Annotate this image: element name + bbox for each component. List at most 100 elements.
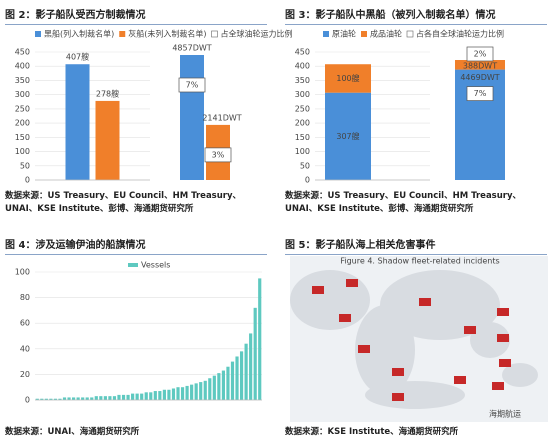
bar	[171, 388, 176, 400]
legend-swatch	[119, 31, 126, 37]
figure-source: 数据来源：US Treasury、EU Council、HM Treasury、…	[5, 191, 242, 214]
y-tick-label: 0	[25, 396, 30, 405]
value-label: 388DWT	[463, 61, 497, 70]
incident-marker	[497, 334, 509, 342]
bar	[194, 383, 198, 400]
bar	[253, 307, 257, 400]
share-label: 2%	[474, 50, 487, 59]
incident-marker	[497, 308, 509, 316]
bar	[140, 393, 144, 400]
bar	[81, 397, 85, 400]
y-tick-label: 450	[295, 48, 310, 57]
land	[380, 270, 500, 340]
y-tick-label: 150	[15, 133, 30, 142]
bar	[244, 343, 248, 400]
bar	[226, 366, 230, 400]
y-tick-label: 100	[295, 147, 310, 156]
bar-segment	[455, 69, 505, 180]
bar	[72, 397, 76, 400]
value-label: 4469DWT	[460, 73, 499, 82]
incident-marker	[454, 376, 466, 384]
y-tick-label: 40	[20, 344, 30, 353]
bar	[239, 351, 244, 400]
figure-title: 图 5：影子船队海上相关危害事件	[285, 236, 547, 255]
incident-marker	[346, 279, 358, 287]
figure-source: 数据来源：KSE Institute、海通期货研究所	[285, 427, 459, 437]
incident-marker	[419, 298, 431, 306]
share-label: 3%	[212, 150, 225, 159]
y-tick-label: 250	[15, 104, 30, 113]
value-label: 4857DWT	[172, 44, 211, 53]
legend-swatch	[211, 30, 218, 38]
legend-label: Vessels	[141, 261, 170, 270]
bar	[249, 333, 253, 400]
bar-segment	[325, 64, 371, 93]
bar	[149, 392, 153, 400]
y-tick-label: 200	[15, 119, 30, 128]
y-tick-label: 350	[15, 76, 30, 85]
bar	[67, 397, 71, 400]
incident-marker	[392, 368, 404, 376]
legend-label: 成品油轮	[370, 29, 402, 39]
bar	[117, 394, 121, 400]
bar	[203, 380, 207, 400]
legend-swatch	[35, 31, 41, 37]
bar	[76, 397, 80, 400]
legend-swatch	[323, 31, 329, 37]
bar	[190, 384, 194, 400]
bar	[208, 378, 212, 400]
value-label: 307艘	[336, 131, 359, 141]
value-label: 2141DWT	[202, 113, 241, 122]
bar	[95, 100, 120, 180]
legend-label: 原油轮	[332, 29, 356, 39]
y-tick-label: 50	[300, 161, 310, 170]
bar	[90, 397, 94, 400]
bar	[153, 391, 157, 400]
land	[502, 363, 538, 387]
legend-label: 占各自全球油轮运力比例	[416, 29, 504, 39]
figure-title: 图 2：影子船队受西方制裁情况	[5, 6, 267, 25]
bar	[167, 389, 171, 400]
y-tick-label: 60	[20, 319, 30, 328]
incident-marker	[392, 393, 404, 401]
bar	[62, 397, 67, 400]
value-label: 100艘	[336, 73, 359, 83]
y-tick-label: 200	[295, 119, 310, 128]
value-label: 407艘	[66, 52, 89, 62]
y-tick-label: 0	[25, 176, 30, 185]
share-label: 7%	[186, 81, 199, 90]
y-tick-label: 100	[15, 268, 30, 277]
bar	[94, 396, 98, 400]
bar	[58, 398, 62, 400]
bar	[99, 396, 103, 400]
bar	[199, 382, 203, 400]
y-tick-label: 100	[15, 147, 30, 156]
legend-label: 灰船(未列入制裁名单)	[128, 29, 206, 39]
logo: 海期航运	[489, 409, 521, 419]
y-tick-label: 300	[295, 90, 310, 99]
bar	[162, 389, 166, 400]
y-tick-label: 450	[15, 48, 30, 57]
y-tick-label: 300	[15, 90, 30, 99]
share-box	[466, 86, 494, 101]
incident-marker	[312, 286, 324, 294]
figure-title: 图 4：涉及运输伊油的船旗情况	[5, 236, 267, 255]
share-box	[204, 147, 232, 163]
bar-segment	[455, 60, 505, 70]
figure-title: 图 3：影子船队中黑船（被列入制裁名单）情况	[285, 6, 547, 25]
incident-marker	[492, 382, 504, 390]
bar	[112, 396, 117, 400]
incident-marker	[499, 359, 511, 367]
bar	[40, 398, 44, 400]
bar	[158, 391, 162, 400]
y-tick-label: 150	[295, 133, 310, 142]
y-tick-label: 400	[295, 62, 310, 71]
bar	[180, 55, 204, 180]
bar	[258, 278, 262, 400]
bar	[217, 373, 221, 400]
bar	[212, 375, 216, 400]
y-tick-label: 80	[20, 293, 30, 302]
legend-swatch	[406, 30, 414, 38]
bar	[131, 393, 135, 400]
